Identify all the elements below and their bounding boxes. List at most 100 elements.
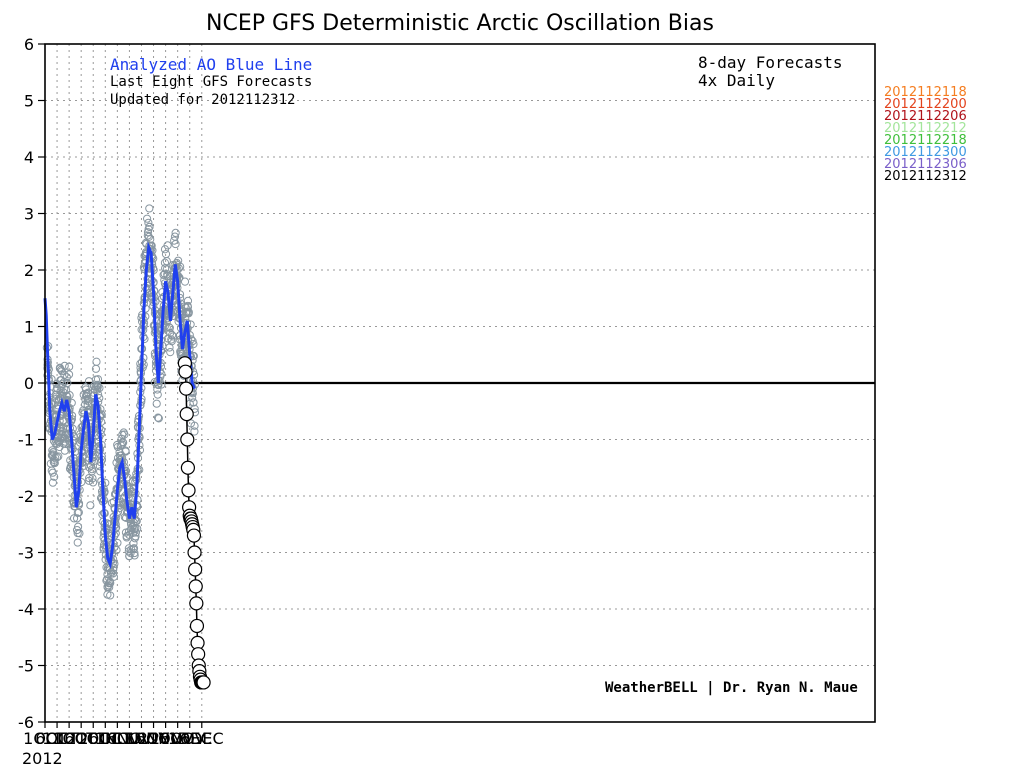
latest-forecast-point [189,596,204,611]
y-tick-label: 5 [24,92,34,111]
ensemble-marker [135,465,144,474]
ensemble-marker [129,545,138,554]
ensemble-marker [112,523,121,532]
ensemble-marker [152,316,161,326]
ensemble-marker [95,383,104,393]
ensemble-marker [89,478,98,487]
latest-forecast-point [180,460,196,475]
ensemble-marker [163,241,172,250]
y-tick-label: 1 [24,318,34,337]
ensemble-marker [74,508,83,517]
latest-forecast-point [180,432,195,447]
x-tick-label: 16NOV [126,729,182,748]
y-tick-label: -6 [18,713,34,732]
ensemble-marker [162,265,171,274]
ensemble-marker [190,427,199,436]
latest-forecast-point [186,528,202,543]
updated-label: Updated for 2012112312 [110,92,295,108]
ensemble-marker [183,296,193,305]
ensemble-marker [48,478,57,487]
forecasts-label: 8-day Forecasts [698,53,843,72]
x-tick-label: 21OCT [66,729,120,748]
ensemble-marker [149,254,158,263]
ensemble-marker [184,309,193,318]
ensemble-marker [119,438,128,447]
y-tick-label: 0 [24,374,34,393]
latest-forecast-point [187,545,202,560]
ensemble-marker [139,360,148,369]
ensemble-marker [171,239,180,249]
ensemble-marker [160,269,169,278]
x-tick-label: 1NOV [95,729,140,748]
ensemble-marker [62,373,71,382]
ensemble-marker [92,357,101,366]
chart-title: NCEP GFS Deterministic Arctic Oscillatio… [206,11,714,36]
legend-item: 2012112218 [884,133,967,148]
legend-item: 2012112200 [884,97,967,112]
ensemble-marker [145,222,154,231]
ensemble-marker [65,362,74,371]
x-tick-label: 21NOV [138,729,194,748]
ensemble-marker [167,337,176,346]
ensemble-marker [183,303,193,312]
x-tick-label: 6OCT [35,729,79,748]
ensemble-marker [86,461,96,470]
latest-forecast-point [188,562,203,577]
ensemble-marker [131,528,141,537]
y-tick-label: -1 [18,431,34,450]
latest-forecast-point [179,406,194,422]
y-tick-label: -4 [18,600,34,619]
ensemble-marker [161,249,171,259]
ensemble-marker [130,551,139,560]
analyzed-ao-line [43,241,196,570]
ensemble-marker [153,385,162,394]
ensemble-marker [154,414,163,423]
latest-forecast-point [188,579,203,594]
ensemble-marker [164,322,173,332]
ensemble-marker [58,379,67,388]
ensemble-marker [78,458,87,467]
ensemble-marker [105,577,115,586]
ensemble-marker [63,378,72,388]
x-tick-label: 6DEC [180,729,224,748]
ensemble-marker [60,361,69,370]
ensemble-marker [166,348,175,357]
legend-item: 2012112306 [884,157,967,172]
ensemble-marker [190,421,199,430]
ensemble-marker [72,514,82,523]
ensemble-marker [48,468,57,477]
ensemble-marker [75,529,84,538]
ensemble-marker [171,228,180,237]
ensemble-marker [109,572,118,581]
annotation-top-left: Analyzed AO Blue Line Last Eight GFS For… [110,55,312,108]
ensemble-marker [188,393,197,402]
ensemble-marker [140,334,149,344]
latest-forecast-point [181,483,196,498]
daily-label: 4x Daily [698,71,775,90]
ensemble-marker [96,467,105,476]
latest-forecast-point [179,381,194,396]
y-tick-label: 3 [24,205,34,224]
ensemble-marker [86,501,95,510]
credit-label: WeatherBELL | Dr. Ryan N. Maue [605,680,858,696]
x-year-label: 2012 [22,749,63,768]
x-axis: 1OCT6OCT11OCT16OCT21OCT26OCT1NOV6NOV11NO… [23,722,224,748]
legend: 2012112118201211220020121122062012112212… [884,85,967,184]
ensemble-marker [50,458,59,468]
ensemble-marker [145,204,154,213]
last-eight-label: Last Eight GFS Forecasts [110,74,312,90]
legend-item: 2012112212 [884,121,967,136]
ensemble-marker [105,583,114,592]
ensemble-marker [88,474,97,483]
ensemble-marker [52,453,62,462]
x-tick-label: 16OCT [54,729,108,748]
ensemble-marker [144,232,153,241]
ensemble-marker [157,380,166,389]
grid [45,44,875,722]
ensemble-marker [50,472,59,481]
ensemble-marker [73,538,82,547]
ensemble-marker [121,447,130,456]
ensemble-marker [60,370,69,379]
ensemble-marker [108,569,118,578]
